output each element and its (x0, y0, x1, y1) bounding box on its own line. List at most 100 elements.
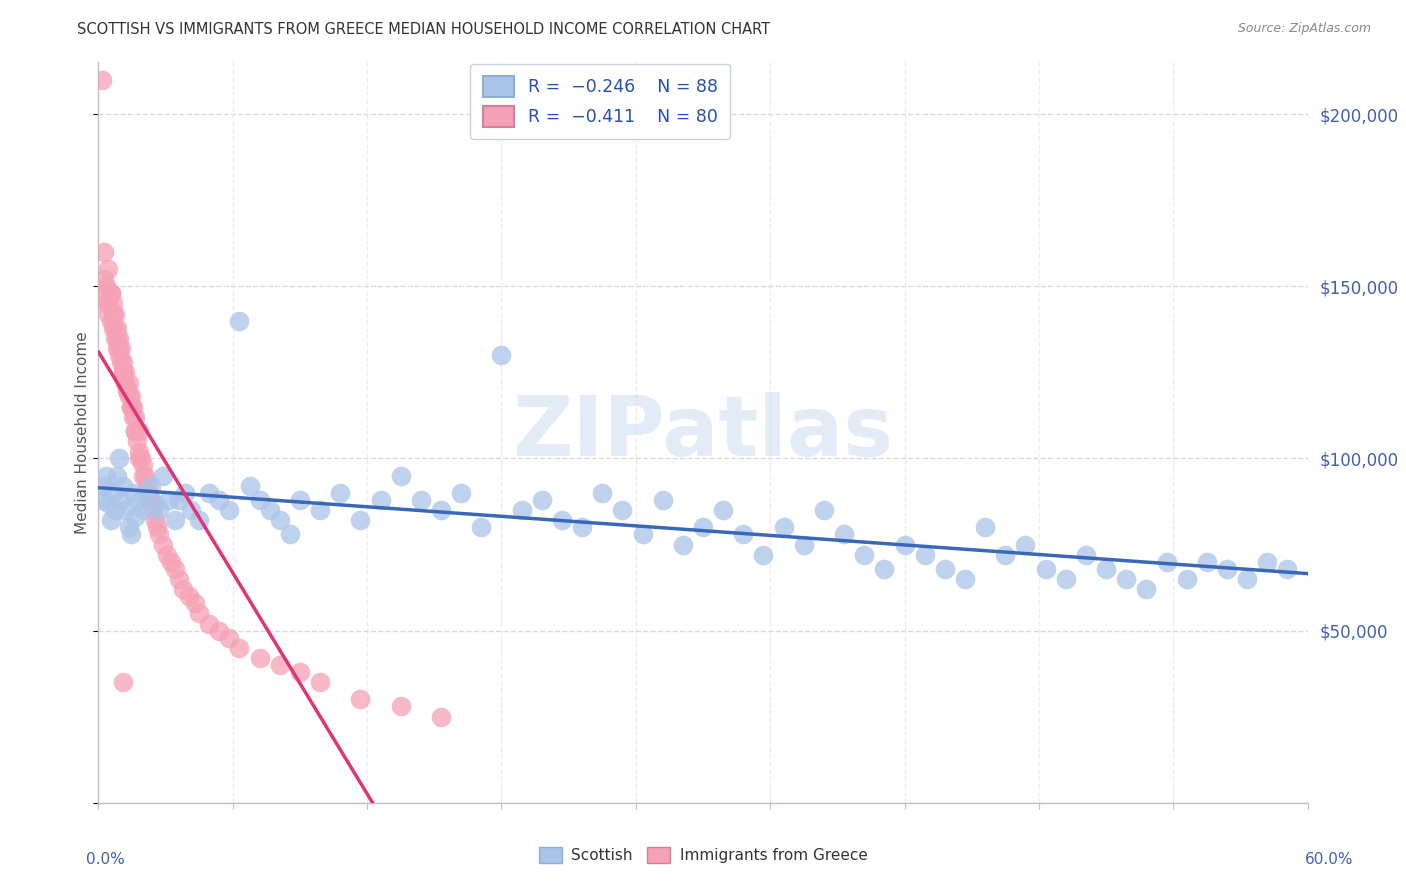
Point (873, 561, 896, 575)
Point (107, 341, 129, 355)
Point (124, 424, 146, 438)
Point (118, 376, 141, 390)
Point (134, 468, 156, 483)
Point (111, 675, 134, 690)
Point (138, 492, 160, 507)
Point (132, 458, 155, 473)
Text: 60.0%: 60.0% (1305, 852, 1353, 867)
Point (228, 314, 250, 328)
Point (198, 486, 221, 500)
Point (111, 365, 134, 379)
Point (278, 527, 301, 541)
Point (111, 365, 134, 379)
Point (101, 307, 124, 321)
Point (111, 479, 134, 493)
Point (142, 503, 165, 517)
Point (530, 492, 553, 507)
Point (813, 503, 835, 517)
Point (1115, 572, 1137, 586)
Point (329, 486, 352, 500)
Point (146, 520, 169, 534)
Point (101, 296, 124, 310)
Point (110, 341, 132, 355)
Point (128, 492, 150, 507)
Point (370, 492, 392, 507)
Point (1195, 555, 1218, 569)
Point (115, 383, 138, 397)
Point (96, 279, 118, 293)
Point (103, 320, 125, 334)
Point (97, 262, 120, 277)
Point (100, 286, 122, 301)
Point (1095, 561, 1118, 575)
Point (249, 651, 271, 665)
Point (208, 492, 231, 507)
Point (125, 434, 148, 449)
Point (288, 492, 311, 507)
Point (1074, 548, 1097, 562)
Point (124, 510, 146, 524)
Point (120, 527, 142, 541)
Point (349, 513, 371, 527)
Point (148, 527, 170, 541)
Point (259, 503, 281, 517)
Point (651, 492, 673, 507)
Point (132, 468, 155, 483)
Point (179, 589, 201, 603)
Point (100, 314, 122, 328)
Point (135, 486, 157, 500)
Legend: Scottish, Immigrants from Greece: Scottish, Immigrants from Greece (533, 841, 873, 869)
Point (269, 658, 291, 673)
Point (139, 492, 162, 507)
Point (114, 503, 136, 517)
Point (152, 468, 174, 483)
Point (228, 640, 250, 655)
Point (1256, 555, 1278, 569)
Point (128, 444, 150, 458)
Point (103, 331, 125, 345)
Point (1014, 537, 1036, 551)
Point (97, 296, 120, 310)
Point (107, 451, 129, 466)
Point (97, 496, 120, 510)
Point (1277, 561, 1299, 575)
Point (100, 286, 122, 301)
Point (156, 548, 179, 562)
Point (218, 631, 240, 645)
Point (491, 348, 513, 362)
Point (93, 479, 115, 493)
Text: ZIPatlas: ZIPatlas (513, 392, 893, 473)
Point (110, 355, 132, 369)
Point (93, 272, 115, 286)
Point (152, 537, 174, 551)
Point (120, 400, 142, 414)
Point (105, 331, 128, 345)
Point (157, 492, 180, 507)
Point (551, 513, 574, 527)
Point (96, 296, 118, 310)
Point (100, 513, 122, 527)
Point (309, 503, 332, 517)
Point (101, 320, 124, 334)
Point (612, 503, 634, 517)
Point (208, 624, 231, 638)
Point (571, 520, 593, 534)
Point (953, 572, 976, 586)
Point (198, 616, 221, 631)
Point (110, 492, 132, 507)
Point (148, 503, 170, 517)
Point (129, 451, 152, 466)
Point (128, 451, 150, 466)
Point (120, 389, 142, 403)
Point (1156, 555, 1178, 569)
Point (172, 582, 194, 597)
Point (167, 492, 190, 507)
Point (132, 503, 155, 517)
Point (124, 410, 146, 425)
Point (188, 607, 211, 621)
Point (107, 348, 129, 362)
Point (96, 468, 118, 483)
Point (118, 389, 141, 403)
Point (349, 692, 371, 706)
Point (91, 492, 114, 507)
